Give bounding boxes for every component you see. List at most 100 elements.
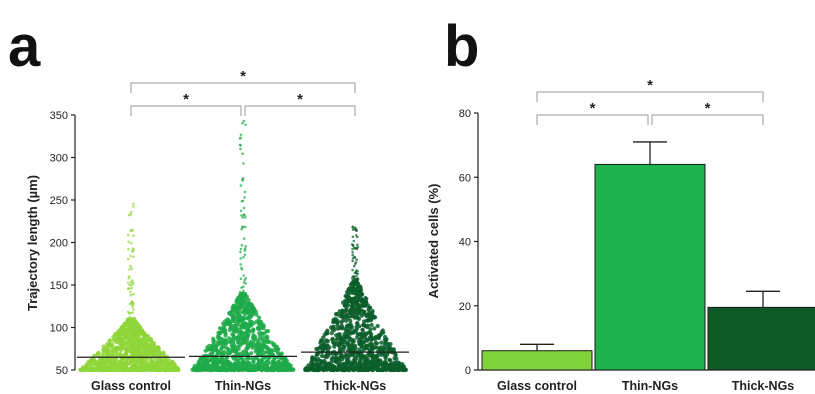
panel-a-point: [315, 363, 320, 368]
panel-b-significance-bracket: [651, 114, 764, 125]
panel-a-point: [136, 346, 141, 351]
panel-a-point: [148, 338, 153, 343]
panel-a-point: [241, 179, 244, 182]
panel-b-categories: Glass control Thin-NGs Thick-NGs: [497, 379, 794, 393]
panel-a-point: [157, 350, 162, 355]
panel-a-point: [367, 313, 372, 318]
panel-a-tick-label: 350: [50, 110, 68, 122]
panel-a-point: [218, 359, 223, 364]
panel-a-point: [224, 338, 229, 343]
panel-a-significance-star: *: [183, 91, 189, 108]
panel-a-point: [225, 359, 230, 365]
panel-a-point: [129, 264, 132, 268]
panel-a-point: [132, 308, 135, 311]
panel-a-category-label: Thick-NGs: [324, 379, 387, 393]
panel-a-point: [242, 237, 246, 240]
panel-a-point: [351, 225, 355, 229]
panel-a-point: [346, 367, 351, 372]
panel-a-point: [243, 190, 247, 194]
panel-a-point: [337, 309, 342, 314]
panel-a-point: [388, 358, 393, 363]
panel-a-point: [356, 311, 361, 316]
panel-a-point: [335, 323, 340, 328]
panel-a-point: [129, 336, 134, 341]
panel-a-point: [330, 337, 335, 342]
panel-a-point: [260, 324, 265, 329]
panel-a-point: [239, 247, 243, 251]
panel-a-point: [173, 367, 178, 372]
panel-a-point: [334, 337, 339, 343]
panel-a-point: [221, 367, 226, 373]
panel-a-point: [375, 323, 380, 329]
panel-b-bars: [481, 141, 815, 371]
panel-a-point: [203, 348, 208, 353]
panel-a-point: [126, 367, 131, 372]
panel-a-point: [122, 339, 127, 344]
panel-a-point: [379, 352, 384, 357]
panel-a-point: [196, 366, 201, 371]
panel-a-point: [216, 336, 221, 341]
panel-b-significance-bracket: [536, 114, 649, 125]
panel-a-point: [140, 364, 145, 369]
panel-a-point: [392, 367, 397, 372]
panel-a-point: [117, 363, 122, 368]
panel-a-point: [319, 344, 324, 349]
panel-a-point: [199, 362, 205, 368]
panel-a-point: [124, 353, 129, 358]
panel-a-point: [152, 345, 157, 350]
panel-a-point: [220, 340, 225, 345]
panel-a-point: [355, 275, 358, 278]
panel-b-category-label: Glass control: [497, 379, 577, 393]
panel-a-point: [131, 281, 135, 284]
panel-a-point: [355, 229, 359, 232]
panel-a-point: [129, 290, 132, 294]
panel-a-point: [131, 303, 134, 306]
panel-a-point: [237, 363, 242, 368]
panel-a-point: [360, 333, 366, 338]
panel-a-point: [369, 343, 375, 348]
panel-a-point: [222, 324, 227, 329]
panel-a-point: [249, 351, 254, 356]
panel-a-point: [370, 310, 375, 315]
panel-a-point: [242, 281, 246, 284]
panel-a-point: [311, 367, 316, 372]
panel-a-point: [369, 322, 374, 328]
panel-a-point: [275, 346, 280, 351]
panel-a-point: [347, 328, 352, 333]
panel-a-point: [247, 342, 252, 347]
panel-a-point: [230, 318, 235, 324]
panel-a-point: [272, 355, 277, 360]
panel-a-point: [249, 319, 254, 325]
panel-a-point: [107, 349, 112, 354]
panel-a-point: [344, 318, 349, 323]
panel-a-point: [368, 327, 373, 332]
panel-a-point: [351, 286, 356, 291]
panel-a-point: [209, 357, 214, 362]
panel-a-point: [265, 340, 270, 345]
panel-a-point: [228, 311, 233, 317]
panel-a-point: [127, 240, 130, 244]
panel-a-point: [238, 143, 242, 147]
panel-a-point: [337, 326, 342, 331]
panel-a-point: [240, 199, 244, 203]
panel-a-category-label: Thin-NGs: [215, 379, 271, 393]
panel-a-point: [355, 269, 358, 272]
panel-a-point: [252, 308, 257, 313]
panel-a-point: [348, 311, 353, 316]
panel-a-point: [144, 347, 149, 352]
panel-a-point: [251, 365, 256, 370]
panel-a-point: [251, 340, 256, 345]
panel-a-point: [225, 317, 230, 322]
panel-a-point: [239, 147, 242, 151]
panel-a-point: [338, 341, 343, 346]
panel-a-point: [233, 323, 238, 328]
panel-a-point: [358, 361, 363, 366]
panel-a-point: [241, 152, 244, 155]
panel-b-y-label: Activated cells (%): [426, 184, 441, 299]
panel-a-point: [243, 253, 247, 257]
panel-a-point: [215, 362, 221, 367]
panel-a-point: [355, 315, 360, 320]
panel-a-point: [145, 336, 150, 341]
panel-a-point: [129, 241, 133, 245]
